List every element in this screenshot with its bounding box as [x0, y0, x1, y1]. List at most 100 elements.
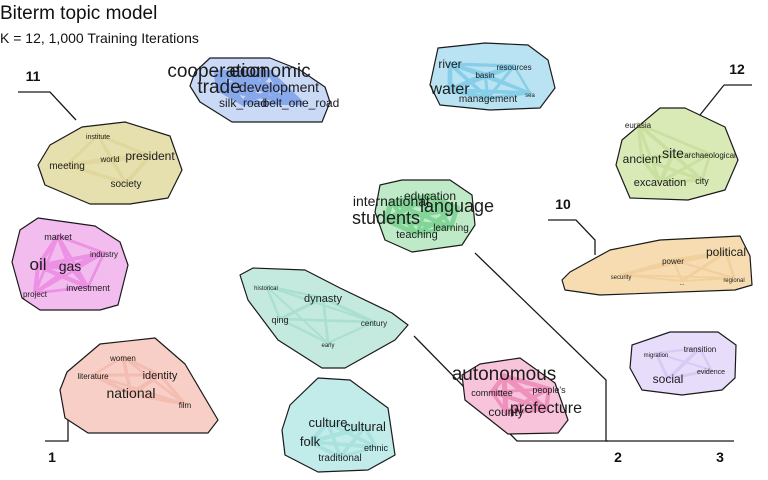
topic-hull: [629, 331, 737, 396]
topic-word-edges: [91, 355, 187, 406]
topic-cluster-7: cooperationeconomictradedevelopmentsilk_…: [167, 57, 340, 123]
topic-edge: [33, 234, 60, 295]
topic-word: project: [23, 290, 48, 299]
topic-edge: [483, 72, 490, 100]
dendrogram-line: [699, 84, 752, 116]
dendrogram-line: [45, 418, 69, 442]
topic-edge: [35, 233, 61, 269]
topic-edge: [326, 421, 378, 449]
topic-edge: [501, 373, 509, 415]
dendrogram-label: 11: [26, 68, 41, 84]
topic-word: management: [459, 94, 518, 105]
topic-word: migration: [644, 353, 669, 359]
topic-edge: [388, 193, 433, 205]
topic-edge: [216, 85, 282, 92]
topic-word: committee: [471, 388, 513, 398]
topic-word-edges: [619, 250, 736, 283]
topic-word: evidence: [697, 369, 725, 376]
topic-word: teaching: [396, 229, 438, 241]
topic-edge: [671, 258, 684, 283]
topic-edge: [448, 64, 516, 92]
topic-edge: [414, 205, 460, 237]
topic-word: basin: [475, 71, 494, 80]
topic-edge: [636, 122, 712, 156]
topic-edge: [639, 151, 676, 162]
topic-hull: [429, 42, 556, 111]
topic-edge: [321, 296, 376, 324]
topic-edge: [326, 421, 342, 459]
dendrogram-line: [474, 252, 632, 442]
topic-edge: [448, 72, 487, 92]
topic-edge: [33, 285, 90, 295]
topic-word: institute: [86, 134, 110, 141]
topic-edge: [486, 91, 532, 100]
topic-edge: [35, 263, 73, 270]
topic-edge: [216, 86, 304, 106]
topic-hull: [561, 235, 753, 296]
topic-edge: [483, 72, 532, 95]
topic-edge: [620, 274, 735, 279]
topic-hull: [461, 357, 569, 435]
topic-edge: [121, 355, 133, 396]
topic-word: industry: [90, 250, 118, 259]
topic-edge: [33, 265, 72, 295]
topic-edge: [216, 86, 246, 106]
topic-word: power: [662, 257, 684, 266]
dendrogram-line: [413, 335, 608, 442]
topic-word: gas: [59, 258, 82, 274]
topic-word: water: [429, 81, 470, 98]
topic-edge: [415, 194, 432, 236]
topic-edge: [483, 64, 516, 76]
topic-edge: [363, 425, 378, 449]
topic-word: market: [44, 232, 72, 242]
topic-word: traditional: [318, 453, 361, 464]
topic-edge: [640, 157, 704, 182]
topic-word-edges: [654, 346, 713, 381]
topic-edge: [383, 217, 420, 237]
topic-edge: [489, 373, 507, 395]
topic-hull: [59, 337, 219, 434]
topic-edge: [96, 133, 112, 160]
topic-edge: [240, 85, 282, 106]
topic-word: qing: [271, 315, 288, 325]
topic-hull: [239, 267, 409, 369]
dendrogram-line: [18, 91, 77, 121]
topic-edge: [129, 392, 187, 406]
topic-edge: [264, 284, 325, 300]
topic-edge: [383, 193, 433, 223]
topic-edge: [108, 156, 128, 185]
topic-word: society: [110, 179, 141, 190]
topic-edge: [654, 346, 702, 355]
topic-edge: [278, 317, 376, 324]
topic-word: river: [438, 57, 461, 71]
topic-word: belt_one_road: [263, 96, 340, 110]
topic-edge: [278, 317, 330, 345]
topic-edge: [543, 386, 552, 412]
topic-edge: [636, 122, 644, 161]
topic-edge: [33, 251, 106, 295]
topic-word: cultural: [344, 419, 386, 434]
topic-word: excavation: [634, 177, 687, 189]
topic-edge: [448, 62, 490, 100]
topic-word-edges: [489, 373, 552, 415]
topic-edge: [321, 296, 330, 345]
topic-edge: [214, 70, 304, 106]
topic-word: regional: [723, 278, 744, 284]
topic-cluster-10: political power security regional...: [561, 235, 753, 296]
topic-edge: [267, 70, 304, 106]
topic-edge: [86, 251, 106, 289]
topic-word: cooperation: [167, 61, 266, 82]
topic-edge: [214, 70, 246, 106]
topic-word: autonomous: [452, 364, 557, 385]
topic-edge: [307, 424, 368, 445]
topic-word: development: [239, 79, 319, 95]
topic-hull: [281, 377, 396, 473]
topic-edge: [388, 199, 460, 211]
dendrogram-line: [548, 219, 596, 255]
topic-edge: [486, 64, 516, 100]
topic-word: culture: [308, 415, 347, 430]
